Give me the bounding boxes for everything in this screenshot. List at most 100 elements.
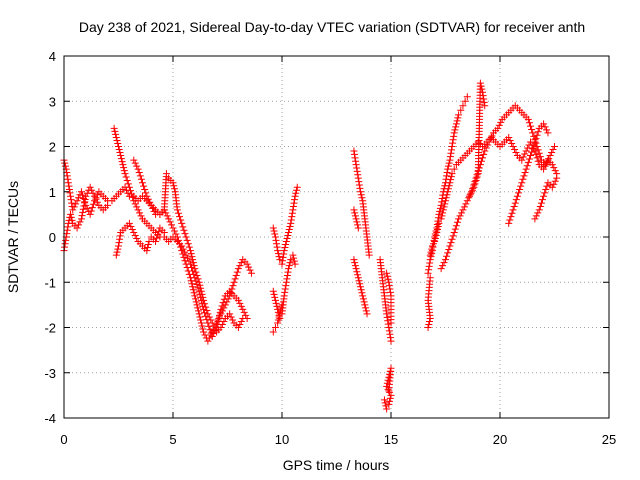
data-point — [530, 141, 538, 149]
data-point — [533, 154, 541, 162]
data-point — [117, 152, 125, 160]
data-point — [437, 215, 445, 223]
data-point — [237, 317, 245, 325]
data-point — [428, 245, 436, 253]
data-point — [510, 202, 518, 210]
data-point — [211, 325, 219, 333]
data-point — [110, 124, 118, 132]
data-point — [88, 186, 96, 194]
data-point — [129, 193, 137, 201]
data-point — [64, 179, 72, 187]
data-point — [77, 215, 85, 223]
data-point — [61, 243, 69, 251]
data-point — [147, 201, 155, 209]
data-point — [162, 170, 170, 178]
data-point — [442, 194, 450, 202]
data-point — [291, 260, 299, 268]
data-point — [77, 188, 85, 196]
data-point — [269, 224, 277, 232]
data-point — [152, 238, 160, 246]
data-point — [524, 158, 532, 166]
data-point — [545, 155, 553, 163]
data-point — [208, 319, 216, 327]
data-point — [443, 169, 451, 177]
data-point — [386, 288, 394, 296]
data-point — [206, 326, 214, 334]
data-point — [285, 228, 293, 236]
data-point — [236, 320, 244, 328]
data-point — [386, 330, 394, 338]
data-point — [63, 226, 71, 234]
data-point — [143, 192, 151, 200]
data-point — [273, 240, 281, 248]
data-point — [205, 313, 213, 321]
data-point — [203, 307, 211, 315]
data-point — [269, 328, 277, 336]
data-point — [193, 271, 201, 279]
data-point — [550, 180, 558, 188]
data-point — [146, 198, 154, 206]
data-point — [189, 283, 197, 291]
data-point — [68, 199, 76, 207]
data-point — [449, 139, 457, 147]
data-point — [443, 172, 451, 180]
data-point — [459, 102, 467, 110]
data-point — [480, 98, 488, 106]
data-point — [541, 162, 549, 170]
data-point — [65, 182, 73, 190]
y-tick-label: 0 — [49, 230, 56, 245]
data-point — [473, 173, 481, 181]
data-point — [242, 311, 250, 319]
data-point — [551, 177, 559, 185]
data-point — [280, 250, 288, 258]
data-point — [229, 316, 237, 324]
data-point — [188, 280, 196, 288]
data-point — [533, 131, 541, 139]
data-point — [198, 290, 206, 298]
data-point — [352, 265, 360, 273]
data-point — [281, 288, 289, 296]
data-point — [457, 106, 465, 114]
data-point — [217, 305, 225, 313]
data-point — [239, 305, 247, 313]
data-point — [355, 277, 363, 285]
data-point — [135, 169, 143, 177]
data-point — [355, 178, 363, 186]
data-point — [81, 199, 89, 207]
data-point — [112, 251, 120, 259]
data-point — [114, 245, 122, 253]
data-point — [140, 182, 148, 190]
data-point — [354, 174, 362, 182]
data-point — [79, 191, 87, 199]
data-point — [93, 191, 101, 199]
data-point — [117, 155, 125, 163]
data-point — [237, 259, 245, 267]
data-point — [444, 185, 452, 193]
data-point — [351, 259, 359, 267]
data-point — [220, 295, 228, 303]
data-point — [119, 161, 127, 169]
data-point — [534, 128, 542, 136]
data-point — [116, 232, 124, 240]
data-point — [69, 206, 77, 214]
data-point — [351, 154, 359, 162]
x-tick-label: 10 — [275, 432, 289, 447]
data-point — [113, 248, 121, 256]
data-point — [179, 245, 187, 253]
data-point — [87, 207, 95, 215]
data-point — [75, 194, 83, 202]
y-tick-label: 4 — [49, 49, 56, 64]
data-point — [352, 215, 360, 223]
data-point — [133, 235, 141, 243]
data-point — [450, 129, 458, 137]
data-point — [444, 249, 452, 257]
data-point — [428, 242, 436, 250]
data-point — [61, 159, 69, 167]
data-point — [234, 265, 242, 273]
data-point — [447, 173, 455, 181]
data-point — [289, 202, 297, 210]
data-point — [144, 241, 152, 249]
data-point — [445, 159, 453, 167]
data-point — [82, 192, 90, 200]
data-point — [290, 199, 298, 207]
